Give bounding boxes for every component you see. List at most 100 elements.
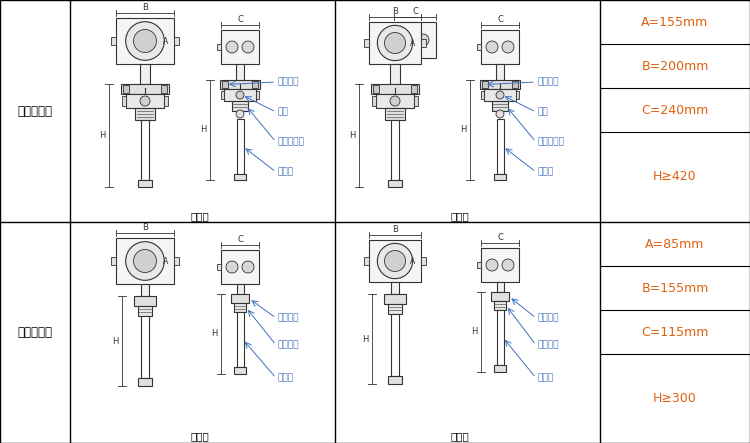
Circle shape [486,259,498,271]
Circle shape [236,110,244,118]
Bar [232,101,248,111]
Text: A: A [164,256,169,265]
Bar [391,314,399,376]
Bar [390,37,394,43]
Text: B: B [142,222,148,232]
Bar [138,306,152,316]
Text: B: B [392,7,398,16]
Text: 球阀: 球阀 [278,108,289,117]
Text: B=200mm: B=200mm [641,59,709,73]
Bar [372,96,376,106]
Bar [141,284,149,296]
Bar [373,85,379,93]
Text: A: A [410,39,416,47]
Bar [480,80,520,89]
Text: H: H [471,327,477,337]
Bar [494,365,506,372]
Bar [385,108,405,120]
Text: B=155mm: B=155mm [641,281,709,295]
Text: H: H [460,125,466,135]
Text: 球阀: 球阀 [538,108,549,117]
Text: 锁紧螺母: 锁紧螺母 [278,314,299,323]
Circle shape [242,41,254,53]
Bar [421,39,426,47]
Bar [492,101,508,111]
Text: A: A [164,36,169,46]
Bar [411,85,417,93]
Bar [161,85,167,93]
Circle shape [126,242,164,280]
Bar [491,292,509,301]
Bar [376,94,414,108]
Text: 一体型: 一体型 [190,431,209,441]
Bar [224,89,256,101]
Bar [481,30,519,64]
Circle shape [226,41,238,53]
Circle shape [401,34,413,46]
Circle shape [377,25,412,61]
Text: C=240mm: C=240mm [641,104,709,117]
Circle shape [502,259,514,271]
Circle shape [134,249,157,272]
Text: 一体型: 一体型 [190,211,209,221]
Text: 螺纹连接型: 螺纹连接型 [17,326,53,338]
Text: 测量杆: 测量杆 [538,373,554,382]
Bar [236,312,244,367]
Bar [516,91,519,99]
Text: 连接螺丝: 连接螺丝 [278,341,299,350]
Text: 连接螺丝: 连接螺丝 [538,341,560,350]
Bar [494,174,506,180]
Bar [388,180,402,187]
Bar [221,250,259,284]
Circle shape [502,41,514,53]
Bar [481,91,484,99]
Text: C: C [497,233,503,241]
Text: 分体型: 分体型 [451,431,470,441]
Circle shape [486,41,498,53]
Bar [141,120,149,180]
Bar [221,91,224,99]
Circle shape [390,96,400,106]
Circle shape [242,261,254,273]
Bar [231,294,249,303]
Bar [496,119,503,174]
Bar [384,294,406,304]
Text: 连接法兰: 连接法兰 [278,78,299,86]
Bar [481,248,519,282]
Bar [236,64,244,80]
Text: B: B [142,3,148,12]
Bar [394,22,436,58]
Text: 分体型: 分体型 [451,211,470,221]
Bar [174,257,179,265]
Bar [111,257,116,265]
Bar [164,96,168,106]
Bar [494,301,506,310]
Text: 测量杆: 测量杆 [278,167,294,176]
Text: A=155mm: A=155mm [641,16,709,28]
Bar [390,64,400,84]
Text: H≥420: H≥420 [653,171,697,183]
Text: C: C [497,15,503,23]
Bar [477,44,481,50]
Bar [221,30,259,64]
Bar [234,303,246,312]
Circle shape [385,250,406,272]
Bar [256,91,259,99]
Bar [126,94,164,108]
Text: H: H [112,337,118,346]
Bar [484,89,516,101]
Text: 测量杆: 测量杆 [538,167,554,176]
Bar [116,238,174,284]
Bar [141,316,149,378]
Text: 锁紧螺母: 锁紧螺母 [538,314,560,323]
Text: H: H [99,131,105,140]
Bar [414,96,418,106]
Bar [496,64,504,80]
Bar [388,304,402,314]
Bar [236,284,244,294]
Bar [421,257,426,265]
Text: H: H [211,330,218,338]
Circle shape [226,261,238,273]
Bar [496,282,503,292]
Bar [174,37,179,45]
